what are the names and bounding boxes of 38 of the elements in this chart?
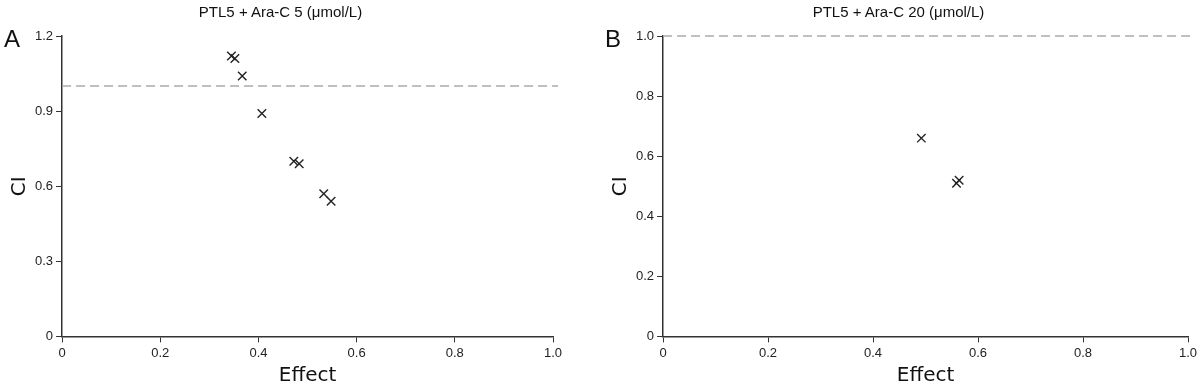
chart-title: PTL5 + Ara-C 20 (μmol/L): [812, 3, 985, 21]
text: B: [605, 24, 622, 52]
y-tick-label: 0.2: [635, 267, 655, 283]
y-tick-label: 1.2: [34, 27, 54, 43]
y-tick-label: 0.6: [635, 147, 655, 163]
point: [288, 156, 299, 167]
x-tick-label: 1.0: [543, 344, 563, 360]
x-tick-label: 0.8: [445, 344, 464, 360]
x-tick-label: 0.2: [151, 344, 170, 360]
x-tick-label: 0.2: [759, 344, 778, 360]
y-tick-label: 0.3: [34, 252, 54, 268]
point: [318, 188, 329, 199]
x-tick-label: 0.4: [249, 344, 268, 360]
y-tick-label: 0: [646, 327, 655, 343]
point: [237, 71, 248, 81]
x-tick-label: 1.0: [1178, 344, 1198, 360]
x-tick-label: 0: [58, 344, 66, 360]
point: [916, 133, 927, 144]
x-axis-title: Effect: [278, 362, 337, 387]
y-tick-label: 0.6: [34, 177, 54, 193]
point: [256, 108, 267, 119]
text: A: [4, 24, 21, 52]
y-axis-title: CI: [6, 176, 31, 197]
point: [294, 158, 305, 169]
x-axis-title: Effect: [896, 362, 955, 387]
y-axis-title: CI: [607, 176, 632, 197]
x-tick-label: 0.4: [864, 344, 883, 360]
y-tick-label: 0.9: [34, 102, 54, 118]
x-tick-label: 0.6: [347, 344, 366, 360]
y-tick-label: 0: [45, 327, 54, 343]
x-tick-label: 0.8: [1073, 344, 1093, 360]
y-tick-label: 0.4: [635, 207, 655, 223]
point: [326, 196, 337, 207]
chart-title: PTL5 + Ara-C 5 (μmol/L): [198, 3, 363, 21]
y-tick-label: 0.8: [635, 87, 655, 103]
x-tick-label: 0.6: [968, 344, 988, 360]
y-tick-label: 1.0: [635, 27, 655, 43]
x-tick-label: 0: [659, 344, 667, 360]
